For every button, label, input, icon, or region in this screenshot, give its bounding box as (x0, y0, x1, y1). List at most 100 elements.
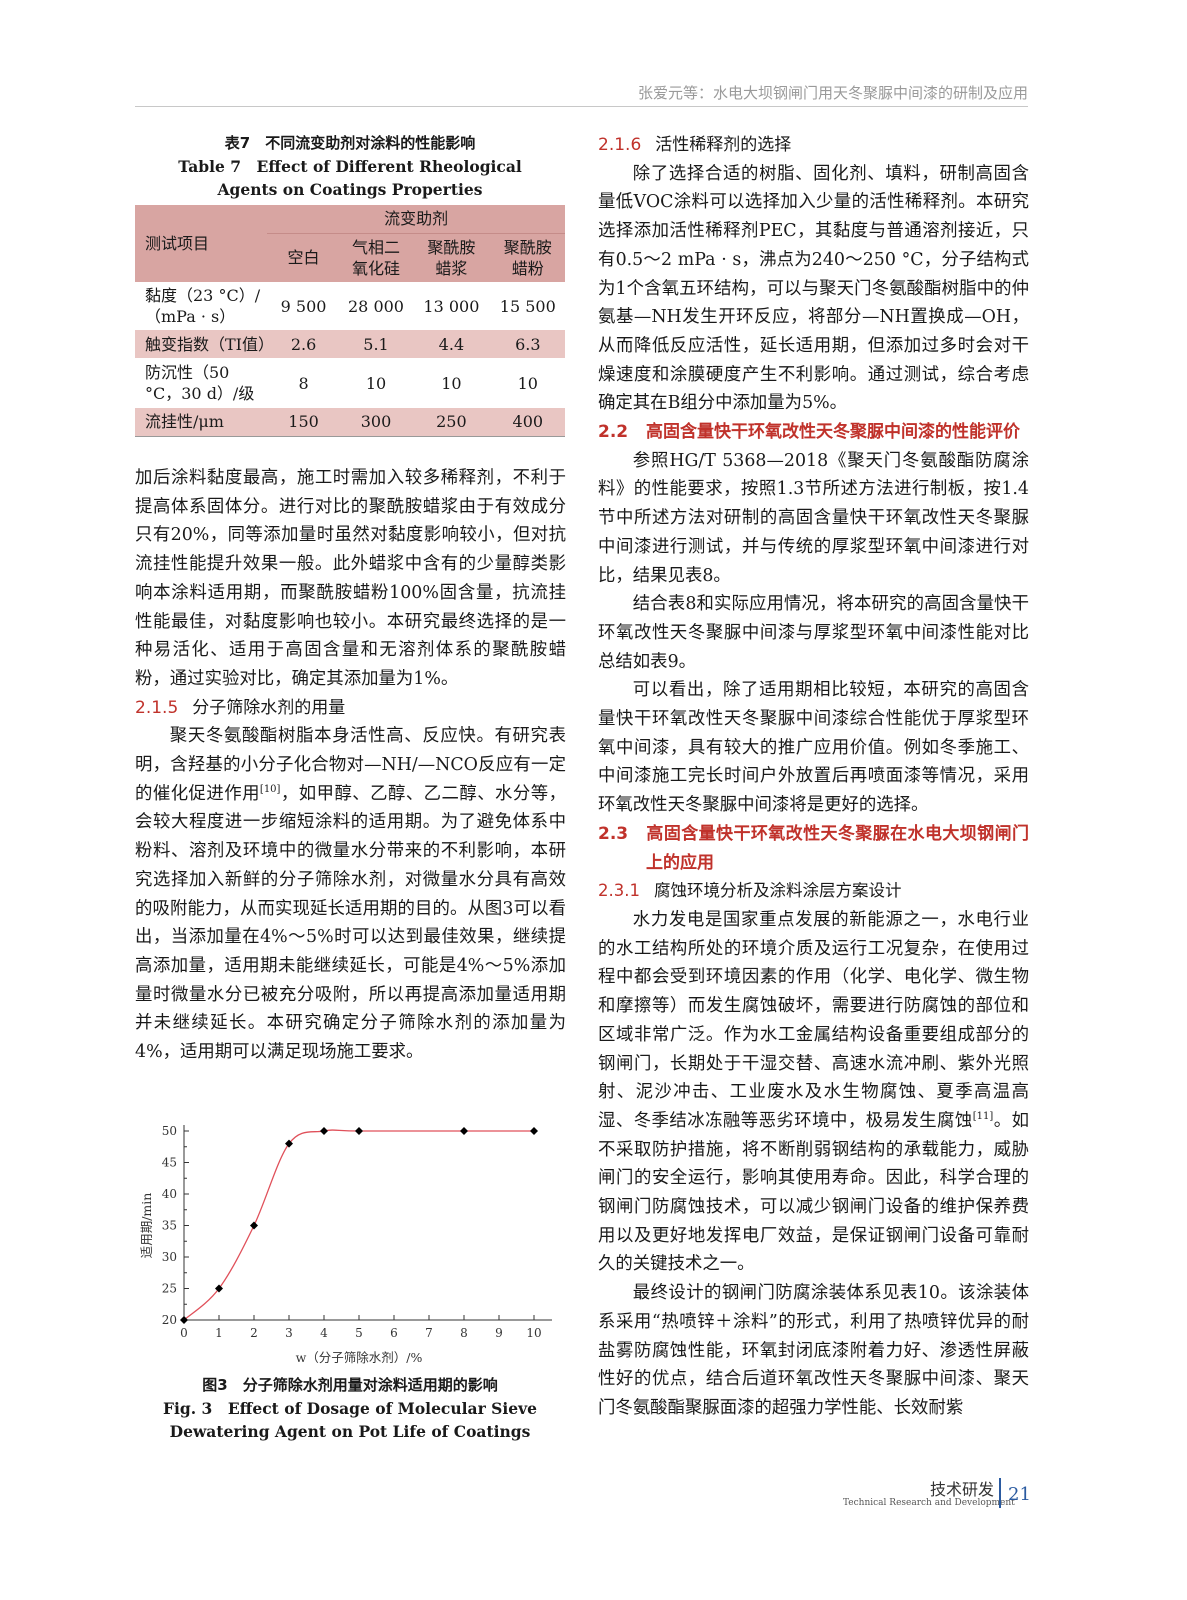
x-tick-label: 5 (355, 1326, 363, 1340)
section-heading-2-1-6: 2.1.6 活性稀释剂的选择 (598, 131, 1029, 160)
y-tick-label: 40 (162, 1187, 177, 1201)
data-point (215, 1284, 223, 1293)
paragraph-text: 聚天冬氨酸酯树脂本身活性高、反应快。有研究表明，含羟基的小分子化合物对—NH/—… (135, 726, 566, 804)
figure3-caption: 图3 分子筛除水剂用量对涂料适用期的影响 Fig. 3 Effect of Do… (135, 1374, 565, 1443)
x-tick-label: 10 (526, 1326, 541, 1340)
x-tick-label: 0 (180, 1326, 188, 1340)
cell: 6.3 (515, 334, 541, 354)
table-col-header: 空白 (287, 248, 320, 268)
y-tick-label: 20 (162, 1313, 177, 1327)
paragraph: 除了选择合适的树脂、固化剂、填料，研制高固含量低VOC涂料可以选择加入少量的活性… (598, 163, 1029, 414)
y-tick-label: 35 (162, 1219, 177, 1233)
row-label: 防沉性（50 °C，30 d）/级 (145, 363, 255, 403)
paragraph-text: 。如不采取防护措施，将不断削弱钢结构的承载能力，威胁闸门的安全运行，影响其使用寿… (598, 1110, 1029, 1275)
section-title: 活性稀释剂的选择 (655, 135, 792, 155)
section-title: 分子筛除水剂的用量 (192, 697, 346, 718)
cell: 9 500 (280, 296, 327, 316)
section-title: 高固含量快干环氧改性天冬聚脲在水电大坝钢闸门上的应用 (646, 823, 1029, 873)
cell: 8 (298, 373, 309, 393)
paragraph: 最终设计的钢闸门防腐涂装体系见表10。该涂装体系采用“热喷锌＋涂料”的形式，利用… (598, 1283, 1029, 1418)
paragraph: 水力发电是国家重点发展的新能源之一，水电行业的水工结构所处的环境介质及运行工况复… (598, 906, 1029, 1279)
right-column: 2.1.6 活性稀释剂的选择 除了选择合适的树脂、固化剂、填料，研制高固含量低VO… (598, 131, 1029, 1423)
section-title: 高固含量快干环氧改性天冬聚脲中间漆的性能评价 (646, 422, 1020, 443)
section-number: 2.3.1 (598, 881, 640, 901)
paragraph: 可以看出，除了适用期相比较短，本研究的高固含量快干环氧改性天冬聚脲中间漆综合性能… (598, 680, 1029, 816)
series-line (183, 1129, 534, 1321)
table-row: 防沉性（50 °C，30 d）/级 8 10 10 10 (135, 358, 565, 408)
paragraph: 聚天冬氨酸酯树脂本身活性高、反应快。有研究表明，含羟基的小分子化合物对—NH/—… (135, 722, 566, 1066)
data-point (180, 1316, 188, 1324)
section-number: 2.2 (598, 422, 629, 443)
y-tick-label: 45 (162, 1156, 177, 1170)
data-point (285, 1139, 293, 1148)
cell: 5.1 (363, 334, 389, 354)
y-tick-label: 25 (162, 1282, 177, 1296)
y-tick-label: 50 (162, 1124, 177, 1138)
footer-divider (999, 1478, 1001, 1508)
running-title: 张爱元等：水电大坝钢闸门用天冬聚脲中间漆的研制及应用 (637, 84, 1028, 102)
data-point (320, 1127, 328, 1135)
section-heading-2-3: 2.3 高固含量快干环氧改性天冬聚脲在水电大坝钢闸门上的应用 (598, 820, 1029, 877)
cell: 10 (365, 373, 387, 393)
table7: 测试项目 流变助剂 空白 气相二氧化硅 聚酰胺蜡浆 聚酰胺蜡粉 黏度（23 °C… (135, 205, 565, 437)
paragraph-text: ，如甲醇、乙醇、乙二醇、水分等，会较大程度进一步缩短涂料的适用期。为了避免体系中… (135, 783, 566, 1063)
row-label: 触变指数（TI值） (145, 334, 274, 354)
cell: 10 (441, 373, 462, 393)
section-number: 2.1.6 (598, 135, 642, 155)
table7-caption-cn: 表7 不同流变助剂对涂料的性能影响 (224, 134, 476, 152)
x-axis-label: w（分子筛除水剂）/% (296, 1350, 423, 1365)
table7-caption: 表7 不同流变助剂对涂料的性能影响 Table 7 Effect of Diff… (135, 132, 565, 201)
x-tick-label: 6 (390, 1326, 398, 1340)
left-column: 加后涂料黏度最高，施工时需加入较多稀释剂，不利于提高体系固体分。进行对比的聚酰胺… (135, 464, 566, 1067)
footer-section-en: Technical Research and Development (843, 1498, 1015, 1508)
figure3-caption-cn: 图3 分子筛除水剂用量对涂料适用期的影响 (202, 1376, 498, 1394)
x-tick-label: 1 (215, 1326, 223, 1340)
data-point (355, 1127, 363, 1135)
table-row: 触变指数（TI值） 2.6 5.1 4.4 6.3 (135, 330, 565, 358)
paragraph: 结合表8和实际应用情况，将本研究的高固含量快干环氧改性天冬聚脲中间漆与厚浆型环氧… (598, 594, 1029, 672)
y-axis-label: 适用期/min (139, 1193, 154, 1259)
table7-caption-en: Table 7 Effect of Different Rheological … (178, 157, 522, 199)
cell: 250 (436, 412, 467, 432)
cell: 13 000 (423, 296, 480, 316)
citation[interactable]: [11] (972, 1111, 994, 1123)
x-tick-label: 9 (495, 1326, 503, 1340)
cell: 28 000 (348, 296, 404, 316)
figure3-chart: 0 1 2 3 4 5 6 7 8 9 1020253035404550w（分子筛除水剂）/%适用期… (139, 1124, 552, 1365)
section-number: 2.3 (598, 823, 629, 844)
table-col-header: 气相二氧化硅 (351, 237, 400, 278)
row-label: 流挂性/μm (145, 412, 224, 432)
page-number: 21 (1008, 1484, 1031, 1505)
cell: 2.6 (290, 334, 317, 354)
cell: 150 (288, 412, 319, 432)
figure3-caption-en: Fig. 3 Effect of Dosage of Molecular Sie… (163, 1399, 537, 1441)
x-tick-label: 7 (425, 1326, 433, 1340)
x-tick-label: 4 (320, 1326, 328, 1340)
x-tick-label: 2 (250, 1326, 258, 1340)
section-number: 2.1.5 (135, 697, 179, 718)
section-title: 腐蚀环境分析及涂料涂层方案设计 (653, 881, 902, 901)
cell: 15 500 (499, 296, 556, 316)
x-tick-label: 8 (460, 1326, 468, 1340)
section-heading-2-2: 2.2 高固含量快干环氧改性天冬聚脲中间漆的性能评价 (598, 418, 1029, 447)
cell: 300 (360, 412, 392, 432)
table-row: 流挂性/μm 150 300 250 400 (135, 408, 565, 436)
row-label: 黏度（23 °C）/（mPa · s） (145, 286, 261, 326)
data-point (460, 1127, 468, 1135)
table-col-header: 聚酰胺蜡浆 (427, 237, 476, 278)
paragraph: 参照HG/T 5368—2018《聚天门冬氨酸酯防腐涂料》的性能要求，按照1.3… (598, 450, 1029, 586)
cell: 4.4 (438, 334, 465, 354)
data-point (530, 1127, 538, 1135)
table-header-group: 流变助剂 (384, 209, 449, 229)
table-header-item: 测试项目 (145, 234, 210, 253)
header-rule (135, 106, 1028, 107)
y-tick-label: 30 (162, 1250, 177, 1264)
data-point (250, 1221, 258, 1230)
table-row: 黏度（23 °C）/（mPa · s） 9 500 28 000 13 000 … (135, 282, 565, 330)
cell: 10 (517, 373, 538, 393)
cell: 400 (512, 412, 544, 432)
citation[interactable]: [10] (259, 783, 281, 795)
section-heading-2-3-1: 2.3.1 腐蚀环境分析及涂料涂层方案设计 (598, 877, 1029, 906)
paragraph-text: 水力发电是国家重点发展的新能源之一，水电行业的水工结构所处的环境介质及运行工况复… (598, 909, 1029, 1131)
